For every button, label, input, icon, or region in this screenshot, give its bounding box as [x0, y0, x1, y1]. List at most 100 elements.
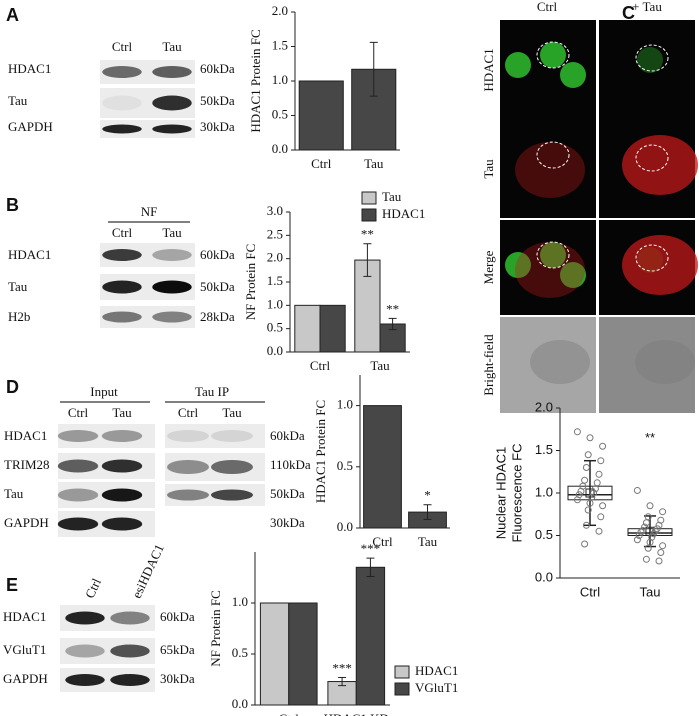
y-tick-label: 1.5	[272, 37, 288, 52]
point	[641, 523, 649, 531]
label: E	[6, 575, 18, 595]
y-tick-label: 1.0	[272, 72, 288, 87]
decoration	[152, 95, 192, 111]
point	[581, 540, 589, 548]
label: HDAC1	[8, 61, 51, 76]
label: Tau IP	[195, 384, 229, 399]
decoration	[505, 52, 531, 78]
decoration	[152, 66, 192, 78]
y-tick-label: 1.0	[267, 296, 283, 311]
label: 50kDa	[270, 486, 305, 501]
y-tick-label: 0.0	[267, 343, 283, 358]
point	[659, 542, 667, 550]
label: B	[6, 195, 19, 215]
legend-swatch	[394, 665, 410, 679]
decoration	[57, 430, 99, 442]
decoration	[505, 252, 531, 278]
decoration	[540, 42, 566, 68]
decoration	[65, 674, 105, 686]
label: 60kDa	[160, 609, 195, 624]
label: Tau	[481, 159, 496, 179]
significance: ***	[332, 660, 352, 675]
y-axis-label: NF Protein FC	[243, 244, 258, 321]
decoration	[500, 120, 596, 218]
decoration	[500, 317, 596, 413]
decoration	[100, 306, 195, 328]
label: esiHDAC1	[129, 542, 167, 601]
decoration	[58, 424, 155, 448]
label: GAPDH	[3, 671, 48, 686]
point	[599, 442, 607, 450]
y-tick-label: 0.0	[337, 519, 353, 534]
y-tick-label: 3.0	[267, 203, 283, 218]
label: Ctrl	[68, 405, 89, 420]
x-tick-label: Ctrl	[311, 156, 332, 171]
decoration	[57, 14, 698, 692]
decoration	[211, 430, 253, 442]
point	[593, 479, 601, 487]
y-axis-label: NF Protein FC	[208, 590, 223, 667]
decoration	[540, 242, 566, 268]
decoration	[536, 241, 570, 269]
label: Tau	[112, 405, 132, 420]
point	[591, 485, 599, 493]
y-tick-label: 1.5	[535, 442, 553, 457]
decoration	[102, 249, 142, 261]
label: Bright-field	[481, 334, 496, 396]
point	[646, 502, 654, 510]
decoration	[65, 611, 105, 625]
label: Ctrl	[112, 225, 133, 240]
point	[655, 557, 663, 565]
label: Tau	[8, 93, 28, 108]
legend-swatch	[361, 208, 377, 222]
point	[659, 508, 667, 516]
x-tick-label: Tau	[370, 358, 390, 373]
y-tick-label: 2.0	[267, 250, 283, 265]
label: GAPDH	[8, 119, 53, 134]
label: 30kDa	[160, 671, 195, 686]
label: 65kDa	[160, 642, 195, 657]
decoration	[515, 142, 585, 198]
point	[584, 451, 592, 459]
decoration	[635, 44, 669, 72]
y-axis-label: Nuclear HDAC1	[493, 447, 508, 539]
significance: **	[361, 227, 374, 242]
point	[582, 464, 590, 471]
y-tick-label: 0.5	[535, 527, 553, 542]
y-tick-label: 0.5	[267, 320, 283, 335]
y-tick-label: 2.0	[272, 3, 288, 18]
label: A	[6, 5, 19, 25]
decoration	[110, 674, 150, 686]
label: GAPDH	[4, 515, 49, 530]
decoration	[560, 62, 586, 88]
point	[633, 536, 641, 544]
x-tick-label: Ctrl	[580, 584, 600, 599]
label: 50kDa	[200, 93, 235, 108]
decoration	[102, 66, 142, 78]
legend-label: Tau	[382, 189, 402, 204]
label: 110kDa	[270, 457, 311, 472]
x-tick-label: Tau	[364, 156, 384, 171]
point	[573, 496, 581, 504]
point	[581, 476, 589, 484]
label: Tau	[4, 486, 24, 501]
decoration	[57, 517, 99, 531]
decoration	[599, 317, 695, 413]
legend-label: HDAC1	[415, 663, 458, 678]
decoration	[101, 459, 143, 473]
y-tick-label: 0.0	[232, 696, 248, 711]
decoration	[635, 144, 669, 172]
decoration	[102, 124, 142, 134]
x-tick-label: HDAC1 KD	[324, 711, 389, 716]
legend-swatch	[394, 682, 410, 696]
decoration	[152, 311, 192, 323]
y-axis-label: Fluorescence FC	[509, 444, 524, 543]
decoration	[152, 280, 192, 294]
label: 30kDa	[200, 119, 235, 134]
point	[586, 434, 594, 442]
bar	[259, 602, 290, 706]
point	[582, 521, 590, 529]
label: D	[6, 377, 19, 397]
decoration	[110, 611, 150, 625]
